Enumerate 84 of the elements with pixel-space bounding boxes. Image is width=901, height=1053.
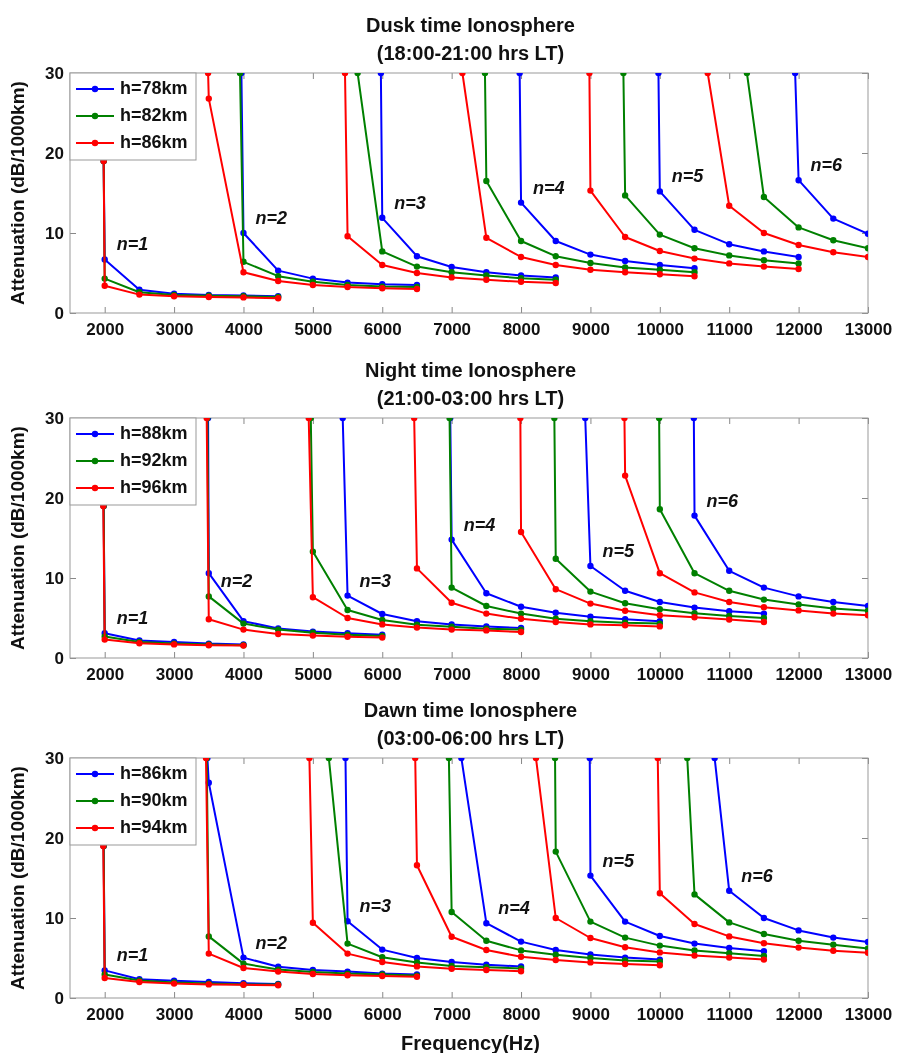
x-tick-label: 7000	[433, 320, 472, 340]
y-tick-label: 10	[45, 568, 64, 588]
annotation: n=1	[116, 607, 149, 628]
x-tick-label: 11000	[706, 665, 753, 685]
x-tick-label: 2000	[86, 665, 125, 685]
x-tick-label: 4000	[225, 320, 263, 340]
y-tick-label: 10	[45, 908, 64, 928]
annotation: n=2	[255, 207, 288, 228]
legend-label: h=86km	[120, 762, 188, 783]
x-tick-label: 13000	[844, 1005, 893, 1025]
x-tick-label: 9000	[572, 665, 610, 685]
x-tick-label: 7000	[433, 665, 472, 685]
annotation: n=2	[255, 932, 288, 953]
x-tick-label: 6000	[363, 1005, 402, 1025]
chart-subtitle: (18:00-21:00 hrs LT)	[376, 42, 565, 64]
chart-subtitle: (21:00-03:00 hrs LT)	[376, 387, 565, 409]
legend-label: h=86km	[120, 131, 188, 152]
y-tick-label: 0	[54, 648, 64, 668]
annotation: n=3	[394, 192, 426, 213]
x-tick-label: 4000	[225, 1005, 263, 1025]
x-tick-label: 13000	[844, 665, 893, 685]
x-tick-label: 12000	[775, 320, 823, 340]
annotation: n=5	[602, 540, 635, 561]
x-tick-label: 8000	[502, 320, 541, 340]
x-tick-label: 6000	[363, 320, 402, 340]
y-tick-label: 20	[45, 488, 64, 508]
y-tick-label: 30	[45, 748, 64, 768]
chart-title: Dawn time Ionosphere	[363, 699, 578, 721]
x-tick-label: 5000	[294, 665, 333, 685]
y-tick-label: 20	[45, 143, 64, 163]
x-tick-label: 3000	[155, 665, 194, 685]
x-tick-label: 3000	[155, 320, 194, 340]
annotation: n=5	[671, 166, 705, 187]
x-tick-label: 5000	[294, 320, 333, 340]
x-tick-label: 13000	[844, 320, 893, 340]
annotation: n=6	[810, 154, 844, 175]
y-axis-title: Attenuation (dB/1000km)	[7, 426, 28, 650]
annotation: n=3	[359, 895, 392, 916]
annotation: n=2	[220, 571, 253, 592]
x-tick-label: 11000	[706, 320, 753, 340]
y-tick-label: 0	[54, 303, 64, 323]
x-tick-label: 2000	[86, 320, 125, 340]
legend-label: h=96km	[120, 476, 188, 497]
x-tick-label: 5000	[294, 1005, 333, 1025]
x-tick-label: 8000	[502, 665, 541, 685]
x-tick-label: 7000	[433, 1005, 472, 1025]
y-tick-label: 30	[45, 408, 64, 428]
legend-label: h=78km	[120, 77, 188, 98]
annotation: n=4	[533, 177, 565, 198]
chart-title: Night time Ionosphere	[364, 359, 577, 381]
annotation: n=5	[602, 850, 635, 871]
annotation: n=1	[116, 945, 149, 966]
chart-title: Dusk time Ionosphere	[366, 14, 575, 36]
x-tick-label: 10000	[636, 320, 684, 340]
y-tick-label: 0	[54, 988, 64, 1008]
x-tick-label: 12000	[775, 665, 823, 685]
annotation: n=4	[463, 514, 496, 535]
x-tick-label: 11000	[706, 1005, 753, 1025]
y-axis-title: Attenuation (dB/1000km)	[7, 766, 28, 990]
x-tick-label: 9000	[572, 1005, 610, 1025]
x-tick-label: 9000	[572, 320, 610, 340]
legend-label: h=90km	[120, 789, 188, 810]
y-tick-label: 20	[45, 828, 64, 848]
x-tick-label: 3000	[155, 1005, 194, 1025]
legend-label: h=88km	[120, 422, 188, 443]
annotation: n=4	[498, 897, 530, 918]
annotation: n=6	[741, 865, 774, 886]
y-tick-label: 30	[45, 63, 64, 83]
x-tick-label: 8000	[502, 1005, 541, 1025]
chart-subtitle: (03:00-06:00 hrs LT)	[376, 727, 565, 749]
annotation: n=3	[359, 570, 392, 591]
x-tick-label: 10000	[636, 1005, 684, 1025]
annotation: n=1	[116, 234, 149, 255]
y-axis-title: Attenuation (dB/1000km)	[7, 81, 28, 305]
x-tick-label: 2000	[86, 1005, 125, 1025]
x-tick-label: 10000	[636, 665, 684, 685]
legend-label: h=92km	[120, 449, 188, 470]
y-tick-label: 10	[45, 223, 64, 243]
annotation: n=6	[706, 490, 740, 511]
x-tick-label: 6000	[363, 665, 402, 685]
x-tick-label: 4000	[225, 665, 263, 685]
legend-label: h=82km	[120, 104, 188, 125]
x-tick-label: 12000	[775, 1005, 823, 1025]
legend-label: h=94km	[120, 816, 188, 837]
